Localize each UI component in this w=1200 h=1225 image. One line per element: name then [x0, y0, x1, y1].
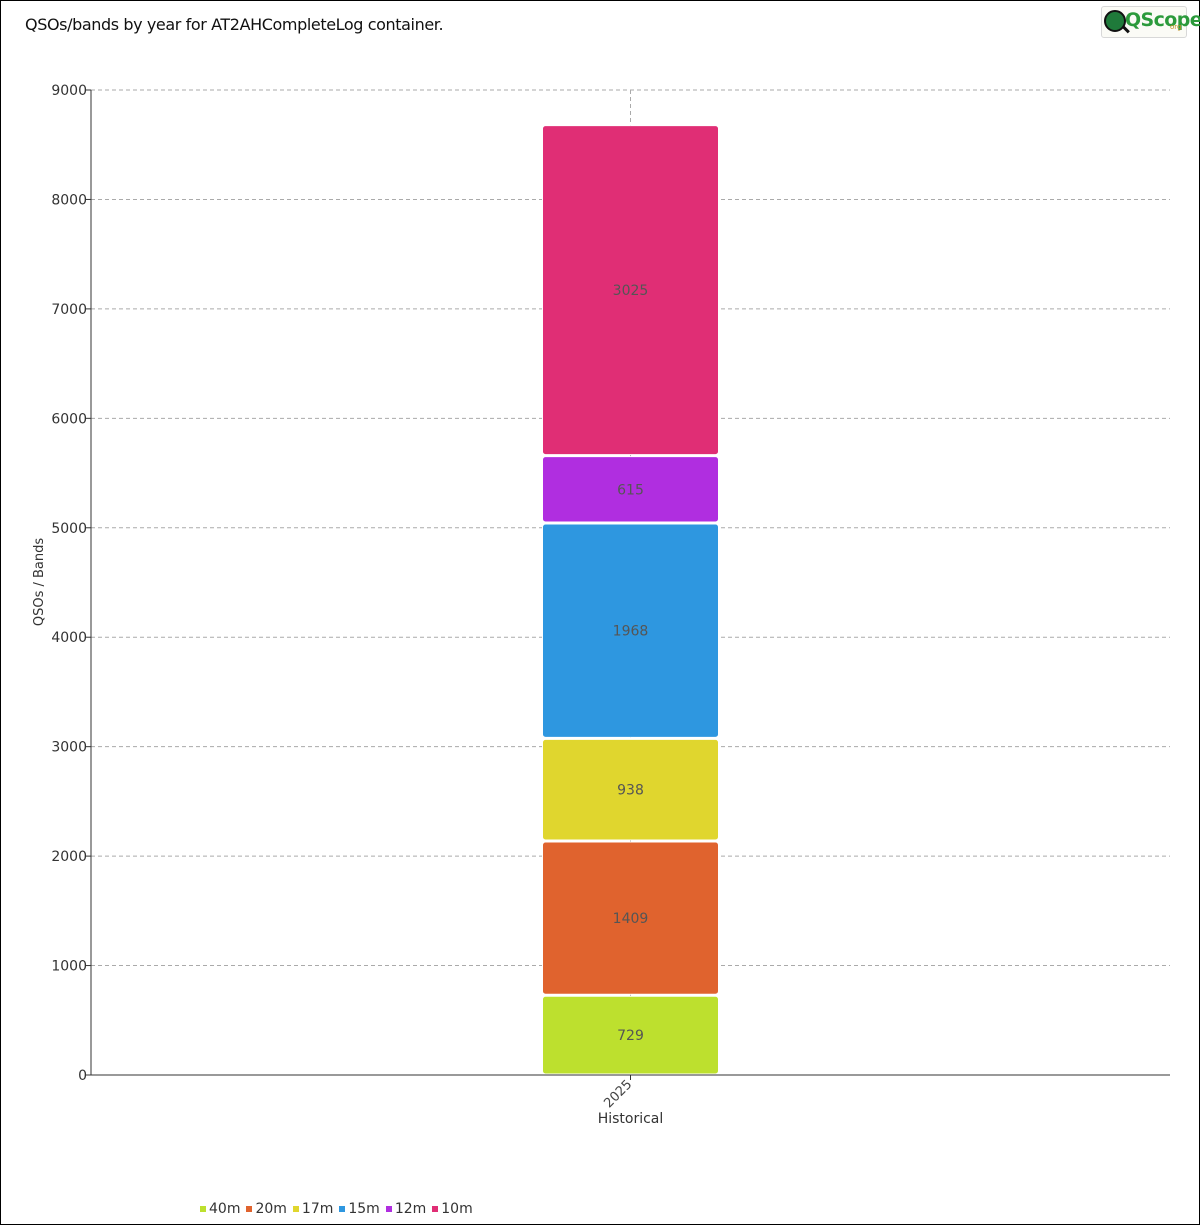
legend-label: 40m: [209, 1201, 241, 1217]
x-axis-label: Historical: [598, 1111, 664, 1127]
legend-swatch: [432, 1206, 439, 1212]
y-tick-label: 6000: [51, 411, 87, 427]
chart-title: QSOs/bands by year for AT2AHCompleteLog …: [25, 15, 444, 34]
bar-segment-20m: [542, 841, 719, 995]
data-label: 1409: [613, 911, 649, 927]
y-tick-label: 1000: [51, 959, 87, 975]
bar-segment-17m: [542, 738, 719, 841]
x-tick-label: 2025: [601, 1077, 635, 1111]
legend-item-17m[interactable]: 17m: [292, 1201, 334, 1217]
legend-label: 17m: [301, 1201, 334, 1217]
bar-segment-10m: [542, 125, 719, 456]
logo-suffix: org: [1170, 23, 1182, 31]
legend-swatch: [200, 1206, 206, 1212]
legend-swatch: [385, 1206, 392, 1212]
y-tick-label: 8000: [51, 192, 87, 208]
legend-item-15m[interactable]: 15m: [339, 1201, 380, 1217]
legend-item-20m[interactable]: 20m: [246, 1201, 287, 1217]
bar-segment-12m: [542, 456, 719, 523]
data-label: 1968: [613, 624, 649, 640]
qscope-logo[interactable]: QScope org: [1101, 6, 1200, 38]
legend-swatch: [292, 1206, 299, 1212]
legend-item-40m[interactable]: 40m: [200, 1201, 240, 1217]
y-tick-label: 9000: [51, 83, 87, 99]
legend-label: 15m: [348, 1201, 380, 1217]
bar-segment-40m: [542, 995, 719, 1075]
legend-swatch: [246, 1206, 253, 1212]
magnifier-icon: [1104, 10, 1126, 32]
legend-label: 10m: [441, 1201, 473, 1217]
data-label: 615: [617, 482, 644, 498]
legend-item-10m[interactable]: 10m: [432, 1201, 473, 1217]
legend-item-12m[interactable]: 12m: [385, 1201, 427, 1217]
y-tick-label: 0: [78, 1068, 87, 1084]
y-tick-label: 7000: [51, 302, 87, 318]
y-axis-label: QSOs / Bands: [32, 538, 47, 627]
data-label: 938: [617, 783, 644, 799]
legend-label: 12m: [394, 1201, 427, 1217]
y-tick-label: 5000: [51, 521, 87, 537]
legend-label: 20m: [255, 1201, 287, 1217]
logo-text: QScope: [1125, 9, 1200, 31]
data-label: 3025: [613, 283, 649, 299]
data-label: 729: [617, 1028, 644, 1044]
legend-swatch: [339, 1206, 346, 1212]
legend: 40m 20m 17m 15m 12m 10m: [200, 1201, 473, 1217]
y-tick-label: 2000: [51, 849, 87, 865]
y-tick-label: 3000: [51, 740, 87, 756]
y-tick-label: 4000: [51, 630, 87, 646]
bar-segment-15m: [542, 523, 719, 738]
